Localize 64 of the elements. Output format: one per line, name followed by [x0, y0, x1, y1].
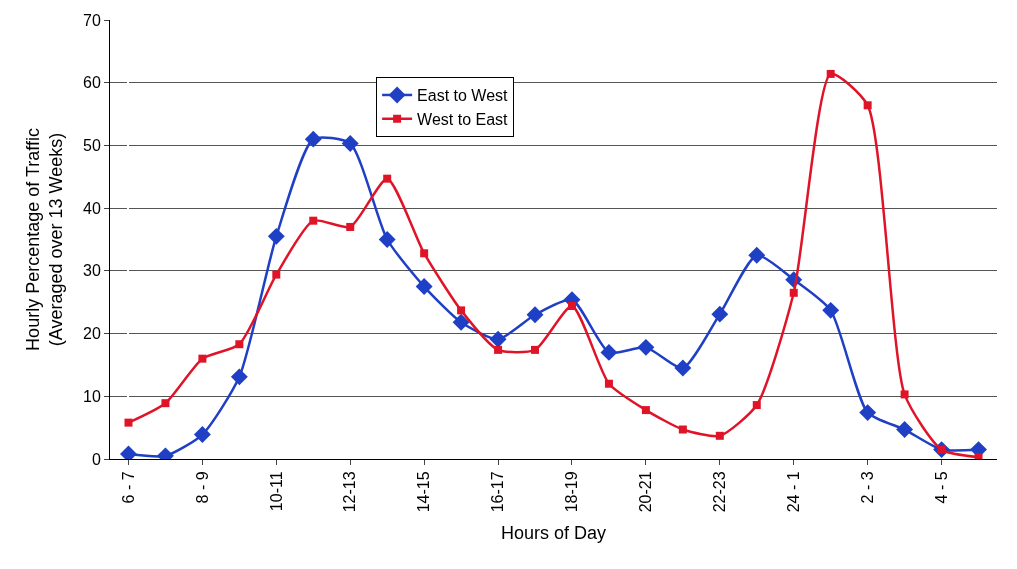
legend-label: East to West [417, 87, 509, 105]
x-tick-label: 2 - 3 [858, 471, 876, 504]
x-tick-label: 22-23 [711, 471, 729, 513]
x-tick-label: 20-21 [637, 471, 655, 513]
point [711, 305, 729, 323]
point [859, 404, 877, 422]
y-tick-label: 50 [83, 137, 101, 155]
point [896, 421, 914, 438]
point [822, 301, 840, 319]
point [420, 249, 429, 258]
point [526, 306, 544, 324]
x-tick-label: 18-19 [563, 471, 581, 513]
point [230, 368, 248, 386]
point [567, 301, 576, 310]
point [489, 330, 507, 348]
point [752, 401, 761, 410]
point [457, 306, 466, 315]
point [304, 130, 322, 148]
point [900, 390, 909, 399]
point [531, 345, 540, 354]
point [378, 231, 396, 248]
point [198, 354, 207, 363]
point [272, 270, 281, 279]
point [678, 425, 687, 434]
y-tick-label: 70 [83, 11, 101, 29]
point [383, 174, 392, 183]
point [235, 340, 244, 349]
point [267, 227, 285, 245]
x-tick-label: 8 - 9 [193, 471, 211, 504]
x-tick-label: 4 - 5 [932, 471, 950, 504]
point [789, 288, 798, 297]
x-tick-label: 12-13 [341, 471, 359, 513]
point [600, 343, 618, 361]
point [124, 418, 133, 427]
point [637, 338, 655, 356]
point [641, 406, 650, 415]
legend-label: West to East [417, 111, 509, 129]
x-axis-title: Hours of Day [500, 523, 607, 544]
x-tick-label: 6 - 7 [119, 471, 137, 504]
point [748, 246, 766, 264]
y-axis-title: Hourly Percentage of Traffic (Averaged over 13 Weeks) [22, 128, 67, 351]
point [415, 278, 433, 295]
y-tick-label: 20 [83, 325, 101, 343]
point [161, 399, 170, 408]
point [494, 345, 503, 354]
x-tick-label: 14-15 [415, 471, 433, 513]
point [346, 222, 355, 231]
y-tick-label: 10 [83, 387, 101, 405]
x-tick-label: 24 - 1 [784, 471, 802, 513]
y-tick-label: 30 [83, 262, 101, 280]
x-tick-label: 16-17 [489, 471, 507, 513]
point [604, 379, 613, 388]
point [193, 426, 211, 443]
point [674, 359, 692, 377]
point [341, 135, 359, 152]
point [715, 431, 724, 440]
y-tick-label: 0 [91, 450, 101, 468]
x-tick-label: 10-11 [267, 471, 285, 512]
point [863, 101, 872, 110]
point [309, 216, 318, 225]
y-tick-label: 40 [83, 199, 101, 217]
point [826, 69, 835, 78]
point [452, 313, 470, 331]
y-tick-label: 60 [83, 74, 101, 92]
